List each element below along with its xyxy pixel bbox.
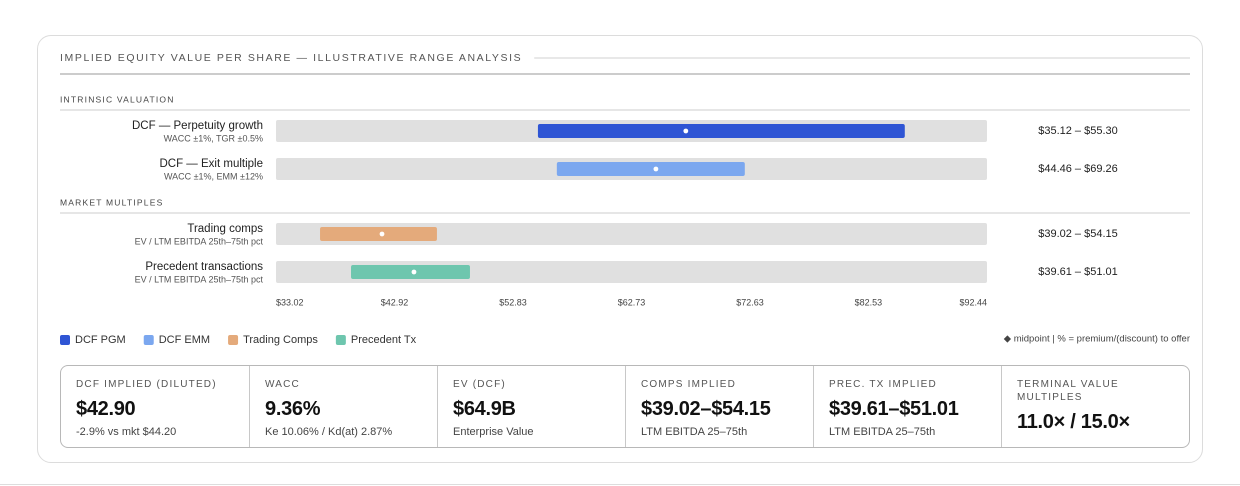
x-tick-label: $72.63 [736,297,764,307]
kpi-label: EV (DCF) [453,379,506,390]
kpi-value: $64.9B [453,398,516,420]
row-sublabel: EV / LTM EBITDA 25th–75th pct [135,274,264,284]
chart-title: IMPLIED EQUITY VALUE PER SHARE — ILLUSTR… [60,52,522,64]
range-bar [351,265,470,279]
kpi-sub: Enterprise Value [453,426,534,438]
row-label: DCF — Exit multiple [159,158,263,170]
kpi: COMPS IMPLIED $39.02–$54.15 LTM EBITDA 25–… [625,366,813,447]
range-label: $44.46 – $69.26 [1038,163,1118,175]
kpi-sub: Ke 10.06% / Kd(at) 2.87% [265,426,393,438]
range-bar [320,227,437,241]
kpi-label: TERMINAL VALUE MULTIPLES [1017,379,1119,403]
kpi: DCF IMPLIED (DILUTED) $42.90 -2.9% vs mkt … [61,366,249,447]
legend-label: Trading Comps [243,334,318,346]
track [276,223,987,245]
legend-swatch [143,335,154,345]
kpi-label: DCF IMPLIED (DILUTED) [76,379,217,390]
legend-label: Precedent Tx [351,334,417,346]
x-tick-label: $33.02 [276,297,304,307]
midpoint [683,128,689,134]
kpi: TERMINAL VALUE MULTIPLES 11.0× / 15.0× [1001,366,1189,447]
kpi-sub: LTM EBITDA 25–75th [641,426,748,438]
range-bar [556,162,745,176]
row-sublabel: EV / LTM EBITDA 25th–75th pct [135,236,264,246]
row-label: DCF — Perpetuity growth [132,120,263,132]
legend-label: DCF EMM [159,334,210,346]
row-label: Precedent transactions [145,261,263,273]
kpi-value: $39.02–$54.15 [641,398,771,420]
x-tick-label: $42.92 [381,297,409,307]
range-bar [537,124,905,138]
row-sublabel: WACC ±1%, TGR ±0.5% [164,133,263,143]
range-label: $39.02 – $54.15 [1038,228,1118,240]
kpi-label: WACC [265,379,300,390]
kpi-sub: -2.9% vs mkt $44.20 [76,426,177,438]
kpi: WACC 9.36% Ke 10.06% / Kd(at) 2.87% [249,366,437,447]
x-tick-label: $82.53 [855,297,883,307]
divider [0,484,1240,485]
kpi-value: 9.36% [265,398,321,420]
range-label: $35.12 – $55.30 [1038,125,1118,137]
kpi-value: $39.61–$51.01 [829,398,959,420]
kpi-strip: DCF IMPLIED (DILUTED) $42.90 -2.9% vs mkt … [60,365,1190,448]
midpoint [653,166,659,172]
legend-note: ◆ midpoint | % = premium/(discount) to o… [1004,334,1190,345]
x-tick-label: $52.83 [499,297,527,307]
legend-swatch [335,335,346,345]
x-tick-label: $62.73 [618,297,646,307]
row-sublabel: WACC ±1%, EMM ±12% [164,171,263,181]
section-title: MARKET MULTIPLES [60,197,163,207]
range-label: $39.61 – $51.01 [1038,266,1118,278]
midpoint [411,269,417,275]
midpoint [379,231,385,237]
legend-swatch [228,335,239,345]
row-label: Trading comps [187,223,263,235]
x-tick-label: $92.44 [959,297,987,307]
section-title: INTRINSIC VALUATION [60,94,175,104]
kpi: EV (DCF) $64.9B Enterprise Value [437,366,625,447]
kpi-value: $42.90 [76,398,136,420]
card [37,35,1203,463]
kpi-sub: LTM EBITDA 25–75th [829,426,936,438]
legend-swatch [60,335,70,345]
kpi: PREC. TX IMPLIED $39.61–$51.01 LTM EBITDA … [813,366,1001,447]
kpi-label: COMPS IMPLIED [641,379,737,390]
kpi-label: PREC. TX IMPLIED [829,379,937,390]
kpi-value: 11.0× / 15.0× [1017,411,1130,433]
legend-label: DCF PGM [75,334,126,346]
